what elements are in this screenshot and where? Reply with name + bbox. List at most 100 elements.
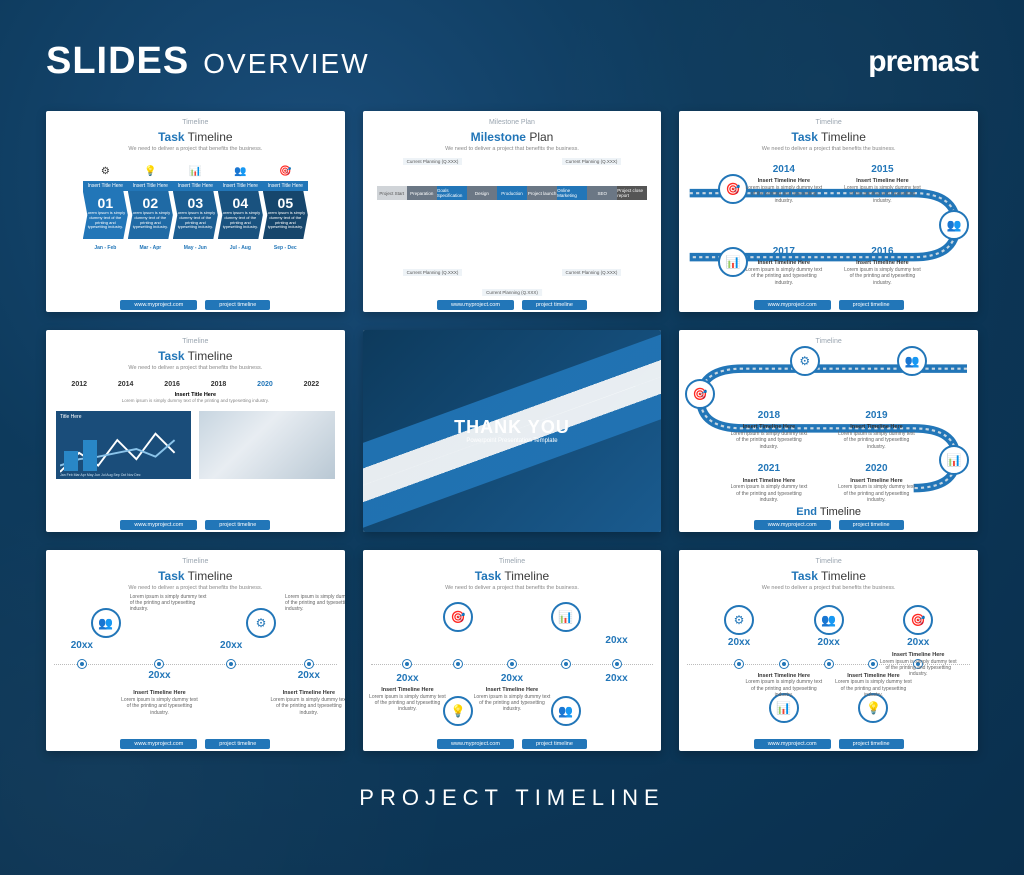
brand-logo: premast bbox=[868, 45, 978, 79]
timeline-icon: 🎯 bbox=[903, 605, 933, 635]
timeline-dot bbox=[562, 660, 570, 668]
timeline-dot bbox=[613, 660, 621, 668]
slide-thumbnail-1[interactable]: Timeline Task Timeline We need to delive… bbox=[46, 111, 345, 312]
road-label: 2016Insert Timeline HereLorem ipsum is s… bbox=[842, 246, 922, 286]
slide-footer: www.myproject.com project timeline bbox=[679, 737, 978, 751]
arrow-step: 🎯 Insert Title Here 05 Lorem ipsum is si… bbox=[263, 166, 308, 251]
slide-title: Task Timeline bbox=[46, 130, 345, 144]
timeline-dot bbox=[869, 660, 877, 668]
timeline-icon: 👥 bbox=[814, 605, 844, 635]
slide-title: Task Timeline bbox=[363, 569, 662, 583]
panels: Title Here Jan Feb Mar Apr May Jun Jul A… bbox=[56, 411, 335, 479]
step-arrow: 05 Lorem ipsum is simply dummy text of t… bbox=[263, 191, 308, 239]
slide-body: 201220142016201820202022 Insert Title He… bbox=[46, 371, 345, 517]
timeline-icon: 👥 bbox=[91, 608, 121, 638]
timeline-label: Insert Timeline HereLorem ipsum is simpl… bbox=[119, 690, 199, 716]
timeline-year: 20xxInsert Timeline HereLorem ipsum is s… bbox=[367, 673, 447, 713]
step-arrow: 04 Lorem ipsum is simply dummy text of t… bbox=[218, 191, 263, 239]
timeline-row: 🎯 📊 💡 👥 20xxInsert Timeline HereLorem ip… bbox=[363, 591, 662, 737]
timeline-label: Insert Timeline HereLorem ipsum is simpl… bbox=[744, 673, 824, 699]
timeline-year: 20xx bbox=[119, 670, 199, 685]
milestone-segment: SEO bbox=[587, 186, 617, 200]
slide-thumbnail-6[interactable]: Timeline ⚙ 👥 🎯 📊 2018Insert Timeline Her… bbox=[679, 330, 978, 531]
arrow-step: 👥 Insert Title Here 04 Lorem ipsum is si… bbox=[218, 166, 263, 251]
step-date: Jul - Aug bbox=[218, 245, 263, 251]
page-root: SLIDES OVERVIEW premast Timeline Task Ti… bbox=[0, 0, 1024, 875]
chart-panel: Title Here Jan Feb Mar Apr May Jun Jul A… bbox=[56, 411, 191, 479]
slide-thumbnail-5[interactable]: THANK YOU Powerpoint Presentation Templa… bbox=[363, 330, 662, 531]
slide-thumbnail-7[interactable]: Timeline Task Timeline We need to delive… bbox=[46, 550, 345, 751]
road-svg bbox=[679, 152, 978, 298]
road-node-icon: 📊 bbox=[939, 445, 969, 475]
step-date: Jan - Feb bbox=[83, 245, 128, 251]
arrow-timeline: ⚙ Insert Title Here 01 Lorem ipsum is si… bbox=[56, 166, 335, 251]
timeline-dot bbox=[155, 660, 163, 668]
timeline-icon: 💡 bbox=[443, 696, 473, 726]
arrow-step: 📊 Insert Title Here 03 Lorem ipsum is si… bbox=[173, 166, 218, 251]
slide-title: Task Timeline bbox=[679, 130, 978, 144]
thank-you-subtitle: Powerpoint Presentation Template bbox=[466, 438, 557, 444]
timeline-dot bbox=[78, 660, 86, 668]
timeline-row: ⚙ 👥 🎯 📊 💡 20xx 20xx 20xxInsert Timeline … bbox=[679, 591, 978, 737]
step-arrow: 01 Lorem ipsum is simply dummy text of t… bbox=[83, 191, 128, 239]
arrow-step: 💡 Insert Title Here 02 Lorem ipsum is si… bbox=[128, 166, 173, 251]
slide-footer: www.myproject.com project timeline bbox=[363, 737, 662, 751]
timeline-dot bbox=[508, 660, 516, 668]
milestone-segment: Goals Specification bbox=[437, 186, 467, 200]
road-label: 2021Insert Timeline HereLorem ipsum is s… bbox=[729, 463, 809, 503]
slide-thumbnail-8[interactable]: Timeline Task Timeline We need to delive… bbox=[363, 550, 662, 751]
milestone-segment: Design bbox=[467, 186, 497, 200]
timeline-dot bbox=[780, 660, 788, 668]
road-node-icon: 👥 bbox=[939, 210, 969, 240]
year-tick: 2012 bbox=[71, 381, 87, 388]
year-tick: 2020 bbox=[257, 381, 273, 388]
road-label: 2015Insert Timeline HereLorem ipsum is s… bbox=[842, 164, 922, 204]
milestone-segment: Preparation bbox=[407, 186, 437, 200]
step-icon: 🎯 bbox=[263, 166, 308, 177]
slide-header-tag: Timeline bbox=[679, 330, 978, 347]
slide-header-tag: Timeline bbox=[363, 550, 662, 567]
step-date: Mar - Apr bbox=[128, 245, 173, 251]
timeline-icon: ⚙ bbox=[246, 608, 276, 638]
slide-thumbnail-9[interactable]: Timeline Task Timeline We need to delive… bbox=[679, 550, 978, 751]
title-bold: SLIDES bbox=[46, 40, 189, 83]
slide-title: Milestone Plan bbox=[363, 130, 662, 144]
timeline-icon: ⚙ bbox=[724, 605, 754, 635]
road-label: 2018Insert Timeline HereLorem ipsum is s… bbox=[729, 410, 809, 450]
timeline-year: 20xx bbox=[699, 637, 779, 652]
page-title: SLIDES OVERVIEW bbox=[46, 40, 370, 83]
timeline-year: 20xxInsert Timeline HereLorem ipsum is s… bbox=[878, 637, 958, 677]
slide-footer: www.myproject.com project timeline bbox=[679, 518, 978, 532]
timeline-year: 20xx bbox=[46, 640, 122, 655]
step-tag: Insert Title Here bbox=[173, 181, 218, 191]
slide-body: ⚙ Insert Title Here 01 Lorem ipsum is si… bbox=[46, 152, 345, 298]
flag-label: Current Planning (Q.XXX) bbox=[403, 269, 463, 276]
slide-header-tag: Timeline bbox=[679, 111, 978, 128]
year-tick: 2016 bbox=[164, 381, 180, 388]
slide-thumbnail-2[interactable]: Milestone Plan Milestone Plan We need to… bbox=[363, 111, 662, 312]
slide-thumbnail-3[interactable]: Timeline Task Timeline We need to delive… bbox=[679, 111, 978, 312]
timeline-label: Lorem ipsum is simply dummy text of the … bbox=[285, 594, 345, 613]
timeline-row: 👥 ⚙ Lorem ipsum is simply dummy text of … bbox=[46, 591, 345, 737]
slide-thumbnail-4[interactable]: Timeline Task Timeline We need to delive… bbox=[46, 330, 345, 531]
step-tag: Insert Title Here bbox=[128, 181, 173, 191]
timeline-dot bbox=[454, 660, 462, 668]
step-icon: ⚙ bbox=[83, 166, 128, 177]
timeline-year: 20xx bbox=[789, 637, 869, 652]
timeline-icon: 📊 bbox=[551, 602, 581, 632]
timeline-label: Insert Timeline HereLorem ipsum is simpl… bbox=[833, 673, 913, 699]
timeline-icon: 🎯 bbox=[443, 602, 473, 632]
slide-footer: www.myproject.com project timeline bbox=[363, 298, 662, 312]
step-icon: 👥 bbox=[218, 166, 263, 177]
milestone-segment: Project Start bbox=[377, 186, 407, 200]
road-svg bbox=[679, 347, 978, 503]
slide-footer: www.myproject.com project timeline bbox=[46, 737, 345, 751]
road-label: 2017Insert Timeline HereLorem ipsum is s… bbox=[744, 246, 824, 286]
milestone-segment: Online Marketing bbox=[557, 186, 587, 200]
step-arrow: 03 Lorem ipsum is simply dummy text of t… bbox=[173, 191, 218, 239]
milestone-segment: Project launch bbox=[527, 186, 557, 200]
year-tick: 2018 bbox=[211, 381, 227, 388]
step-date: May - Jun bbox=[173, 245, 218, 251]
timeline-label: Insert Timeline HereLorem ipsum is simpl… bbox=[269, 690, 345, 716]
road-node-icon: ⚙ bbox=[790, 346, 820, 376]
